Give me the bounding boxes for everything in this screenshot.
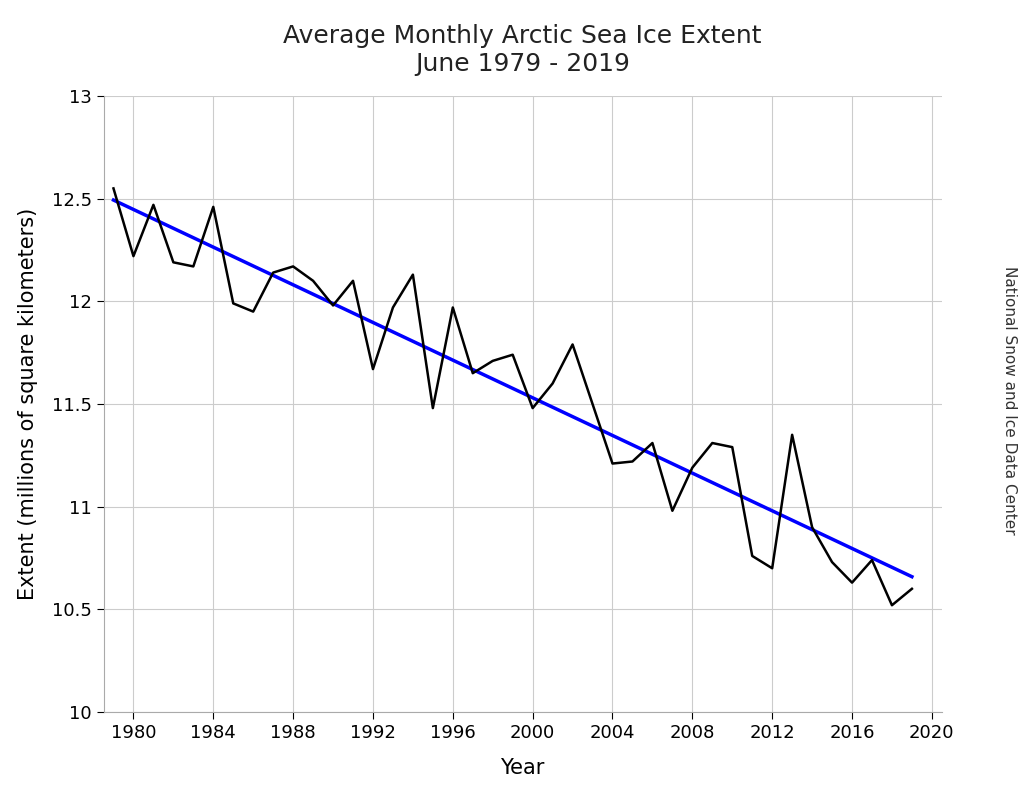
X-axis label: Year: Year xyxy=(501,758,544,778)
Title: Average Monthly Arctic Sea Ice Extent
June 1979 - 2019: Average Monthly Arctic Sea Ice Extent Ju… xyxy=(284,24,762,76)
Y-axis label: Extent (millions of square kilometers): Extent (millions of square kilometers) xyxy=(18,208,37,600)
Text: National Snow and Ice Data Center: National Snow and Ice Data Center xyxy=(1002,266,1016,534)
